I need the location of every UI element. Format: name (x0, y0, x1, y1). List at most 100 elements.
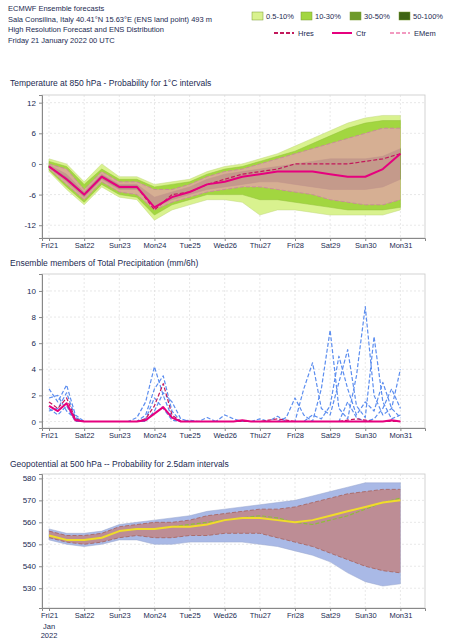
y-tick: 560 (23, 518, 42, 527)
series-line (49, 500, 400, 540)
tick-label: Tue25 (180, 431, 201, 440)
tick-label: 0 (32, 418, 37, 427)
grid-line-x (189, 95, 190, 238)
header-line: Sala Consilina, Italy 40.41°N 15.63°E (E… (8, 15, 212, 24)
grid-line-x (119, 474, 120, 608)
x-tick: Sun30 (355, 238, 377, 250)
tick-label: 4 (32, 365, 37, 374)
y-axis: 530540550560570580 (23, 474, 43, 608)
x-tick: Wed26 (213, 608, 237, 620)
chart-svg: ECMWF Ensemble forecastsSala Consilina, … (0, 0, 454, 640)
legend-line (274, 32, 294, 34)
x-tick: Fri28 (287, 428, 304, 440)
grid-line-x (119, 95, 120, 238)
legend-label: 50-100% (413, 12, 443, 21)
header: ECMWF Ensemble forecastsSala Consilina, … (8, 4, 212, 45)
tick-label: -12 (24, 221, 36, 230)
y-tick: 530 (23, 584, 42, 593)
grid-line-y (42, 478, 425, 479)
y-tick: 12 (27, 99, 42, 108)
y-tick: 570 (23, 496, 42, 505)
grid-line-x (365, 274, 366, 428)
tick-label: 560 (23, 518, 37, 527)
grid-line-x (259, 274, 260, 428)
axis-line (39, 96, 43, 239)
x-tick: Wed26 (213, 238, 237, 250)
tick-label: Fri28 (287, 431, 304, 440)
x-tick: Mon24 (143, 238, 166, 250)
legend-line (332, 32, 352, 34)
tick-label: 12 (27, 99, 36, 108)
grid-line-x (400, 274, 401, 428)
band (49, 115, 400, 220)
x-tick: Mon24 (143, 608, 166, 620)
tick-label: Sat29 (321, 241, 341, 250)
tick-label: Mon24 (143, 611, 166, 620)
tick-label: 10 (27, 287, 36, 296)
band-edge (49, 489, 400, 535)
tick-label: 6 (32, 339, 37, 348)
tick-label: Fri21 (41, 241, 58, 250)
header-line: Friday 21 January 2022 00 UTC (8, 36, 115, 45)
tick-mark (39, 225, 42, 226)
y-axis: 0246810 (27, 275, 42, 429)
legend-swatch (350, 12, 361, 20)
band-edge (49, 533, 400, 573)
tick-label: Fri21 (41, 611, 58, 620)
tick-label: Mon31 (389, 241, 412, 250)
series-line (49, 403, 400, 421)
grid-line-y (42, 290, 425, 291)
grid-line-x (294, 274, 295, 428)
tick-label: Fri28 (287, 611, 304, 620)
tick-label: 0 (32, 160, 37, 169)
x-tick: Wed26 (213, 428, 237, 440)
grid (42, 95, 425, 238)
x-tick: Sun23 (109, 238, 131, 250)
y-axis: -12-60612 (24, 96, 42, 239)
grid-line-x (119, 274, 120, 428)
series-line (49, 389, 400, 422)
grid-line-x (224, 274, 225, 428)
tick-label: Sat22 (75, 241, 95, 250)
x-tick: Fri21 (41, 428, 58, 440)
x-tick: Thu27 (250, 428, 271, 440)
tick-mark (39, 478, 42, 479)
grid-line-x (84, 95, 85, 238)
annotation: 2022 (41, 631, 58, 640)
x-tick: Thu27 (250, 238, 271, 250)
tick-label: Thu27 (250, 241, 271, 250)
header-line: High Resolution Forecast and ENS Distrib… (8, 25, 164, 34)
x-tick: Thu27 (250, 608, 271, 620)
tick-mark (39, 544, 42, 545)
grid (42, 274, 425, 428)
marks (49, 307, 400, 422)
x-tick: Sat22 (75, 238, 95, 250)
grid-line-x (84, 274, 85, 428)
tick-label: Sun23 (109, 241, 131, 250)
x-tick: Tue25 (180, 428, 201, 440)
tick-mark (39, 588, 42, 589)
x-tick: Fri28 (287, 608, 304, 620)
series-line (49, 356, 400, 421)
tick-label: Mon31 (389, 611, 412, 620)
grid-line-y (42, 588, 425, 589)
tick-label: 570 (23, 496, 37, 505)
legend-label: EMem (414, 29, 436, 38)
plot-frame (42, 95, 425, 238)
panel: Ensemble members of Total Precipitation … (10, 258, 426, 440)
legend: 0.5-10%10-30%30-50%50-100%HresCtrEMem (252, 12, 443, 38)
tick-mark (39, 291, 42, 292)
tick-label: Thu27 (250, 611, 271, 620)
marks (49, 483, 400, 586)
legend-line (390, 32, 410, 34)
series-line (49, 498, 400, 540)
tick-label: Wed26 (213, 241, 237, 250)
tick-label: 6 (32, 129, 37, 138)
y-tick: 10 (27, 287, 42, 296)
grid-line-x (49, 474, 50, 608)
x-axis: Fri21Sat22Sun23Mon24Tue25Wed26Thu27Fri28… (41, 238, 426, 250)
x-tick: Sat29 (321, 608, 341, 620)
y-tick: 2 (32, 391, 42, 400)
panel: Geopotential at 500 hPa -- Probability f… (10, 459, 426, 640)
legend-label: 30-50% (364, 12, 390, 21)
